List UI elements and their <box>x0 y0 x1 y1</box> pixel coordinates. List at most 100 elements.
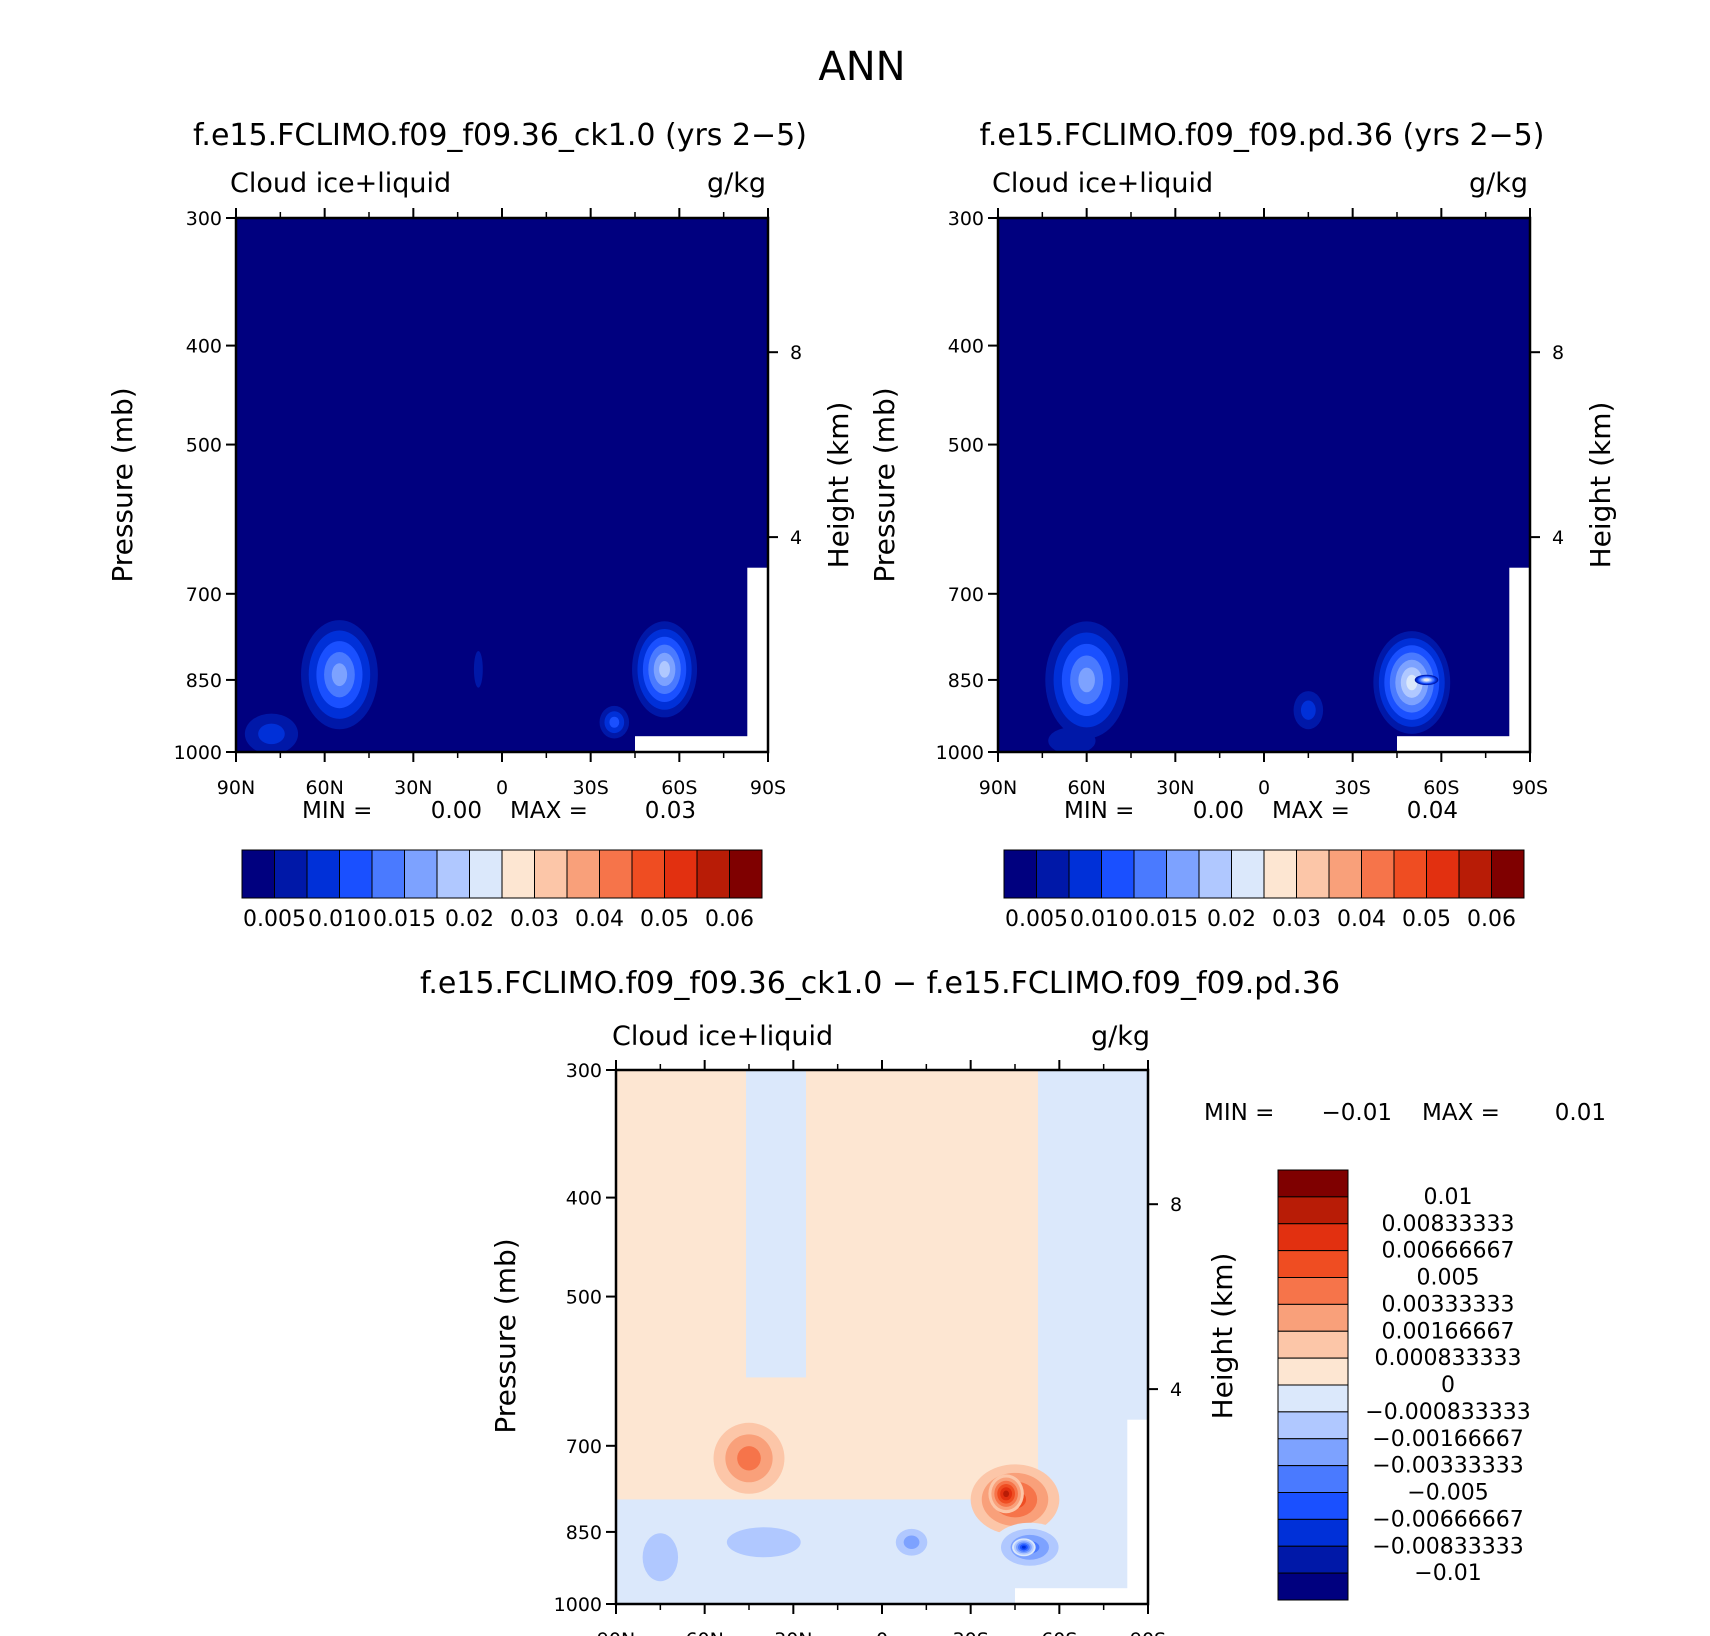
colorbar-swatch <box>1166 849 1200 899</box>
max-label: MAX = <box>1422 1100 1500 1126</box>
max-label: MAX = <box>510 798 588 824</box>
colorbar-label: 0.010 <box>1070 907 1133 932</box>
colorbar-swatch <box>339 849 373 899</box>
colorbar-label: −0.00333333 <box>1372 1454 1523 1479</box>
colorbar: 0.005 0.010 0.015 0.02 0.03 0.04 0.05 0.06 <box>241 849 763 932</box>
y-axis-title: Pressure (mb) <box>489 1238 522 1433</box>
min-label: MIN = <box>1064 798 1134 824</box>
x-tick-label: 0 <box>876 1629 888 1636</box>
colorbar-label: 0.000833333 <box>1375 1346 1522 1371</box>
min-label: MIN = <box>1204 1100 1274 1126</box>
colorbar-swatch <box>1133 849 1167 899</box>
colorbar-swatch <box>1263 849 1297 899</box>
colorbar-swatch <box>469 849 503 899</box>
min-value: 0.00 <box>1193 798 1244 824</box>
colorbar-swatch <box>1277 1411 1349 1440</box>
colorbar-swatch <box>436 849 470 899</box>
colorbar-swatch <box>729 849 763 899</box>
y-tick-label: 300 <box>566 1060 602 1082</box>
colorbar-swatch <box>306 849 340 899</box>
y-axis-title: Pressure (mb) <box>106 387 139 582</box>
x-tick-label: 30S <box>953 1629 989 1636</box>
y-tick-label: 400 <box>948 336 984 358</box>
x-tick-label: 90N <box>597 1629 635 1636</box>
colorbar-label: 0.04 <box>1337 907 1386 932</box>
x-tick-label: 60N <box>1067 777 1105 799</box>
missing-data-surface <box>635 736 768 752</box>
x-tick-label: 60S <box>661 777 697 799</box>
colorbar-label: 0.03 <box>1272 907 1321 932</box>
x-tick-label: 60S <box>1423 777 1459 799</box>
colorbar-label: 0.03 <box>510 907 559 932</box>
colorbar-swatch <box>631 849 665 899</box>
colorbar: 0.010.008333330.006666670.0050.003333330… <box>1277 1169 1531 1601</box>
colorbar-swatch <box>1277 1303 1349 1332</box>
colorbar-swatch <box>1101 849 1135 899</box>
colorbar-label: 0.01 <box>1424 1185 1473 1210</box>
y-tick-label: 850 <box>566 1522 602 1544</box>
colorbar-label: 0.00333333 <box>1382 1292 1515 1317</box>
contour-2-2 <box>1300 700 1316 720</box>
colorbar-swatch <box>1277 1492 1349 1520</box>
x-tick-label: 60S <box>1041 1629 1077 1636</box>
min-value: −0.01 <box>1322 1100 1392 1126</box>
contour-3-2 <box>258 723 285 745</box>
y-tick-label: 500 <box>948 435 984 457</box>
x-tick-label: 30N <box>774 1629 812 1636</box>
y2-axis-title: Height (km) <box>1206 1253 1239 1420</box>
panel-title: f.e15.FCLIMO.f09_f09.36_ck1.0 (yrs 2−5) <box>193 118 807 153</box>
x-tick-label: 90S <box>1130 1629 1166 1636</box>
max-value: 0.03 <box>645 798 696 824</box>
colorbar-swatch <box>1277 1438 1349 1467</box>
colorbar-swatch <box>1393 849 1427 899</box>
colorbar-label: 0.015 <box>1135 907 1198 932</box>
panel-pd: f.e15.FCLIMO.f09_f09.pd.36 (yrs 2−5) Clo… <box>868 118 1617 932</box>
x-tick-label: 90N <box>217 777 255 799</box>
min-value: 0.00 <box>431 798 482 824</box>
variable-label: Cloud ice+liquid <box>992 168 1213 199</box>
colorbar-label: −0.00666667 <box>1372 1507 1523 1532</box>
colorbar: 0.005 0.010 0.015 0.02 0.03 0.04 0.05 0.06 <box>1003 849 1525 932</box>
colorbar-swatch <box>1277 1277 1349 1305</box>
missing-data-antarctic <box>1509 567 1530 752</box>
colorbar-label: −0.01 <box>1414 1561 1481 1586</box>
colorbar-swatch <box>1277 1330 1349 1359</box>
colorbar-swatch <box>1361 849 1395 899</box>
contour-4-6 <box>1021 1545 1026 1549</box>
y-tick-label: 850 <box>948 670 984 692</box>
colorbar-swatch <box>1277 1384 1349 1413</box>
colorbar-label: 0.02 <box>445 907 494 932</box>
colorbar-label: 0.005 <box>243 907 306 932</box>
colorbar-swatch <box>404 849 438 899</box>
x-tick-label: 60N <box>685 1629 723 1636</box>
colorbar-swatch <box>1491 849 1525 899</box>
contour-7-2 <box>642 1533 679 1582</box>
colorbar-swatch <box>1277 1545 1349 1574</box>
panel-difference: f.e15.FCLIMO.f09_f09.36_ck1.0 − f.e15.FC… <box>420 966 1606 1636</box>
colorbar-swatch <box>1277 1357 1349 1386</box>
x-tick-label: 30N <box>1156 777 1194 799</box>
colorbar-label: 0.005 <box>1417 1266 1480 1291</box>
missing-data-surface <box>1397 736 1530 752</box>
contour-4-1 <box>473 651 483 688</box>
colorbar-label: 0.05 <box>640 907 689 932</box>
min-label: MIN = <box>302 798 372 824</box>
y2-tick-label: 4 <box>1552 527 1564 549</box>
y-tick-label: 1000 <box>174 742 222 764</box>
contour-1-6 <box>1003 1490 1010 1498</box>
colorbar-swatch <box>1036 849 1070 899</box>
x-tick-label: 30S <box>573 777 609 799</box>
colorbar-swatch <box>501 849 535 899</box>
contour-0-7 <box>1406 674 1418 691</box>
colorbar-swatch <box>566 849 600 899</box>
colorbar-swatch <box>664 849 698 899</box>
colorbar-label: −0.005 <box>1407 1481 1488 1506</box>
y-tick-label: 300 <box>186 208 222 230</box>
contour-field <box>616 1070 1148 1604</box>
figure-title: ANN <box>818 44 905 90</box>
max-value: 0.04 <box>1407 798 1458 824</box>
x-tick-label: 90N <box>979 777 1017 799</box>
colorbar-label: 0.00666667 <box>1382 1239 1515 1264</box>
contour-1-8 <box>1425 679 1429 681</box>
colorbar-swatch <box>1328 849 1362 899</box>
